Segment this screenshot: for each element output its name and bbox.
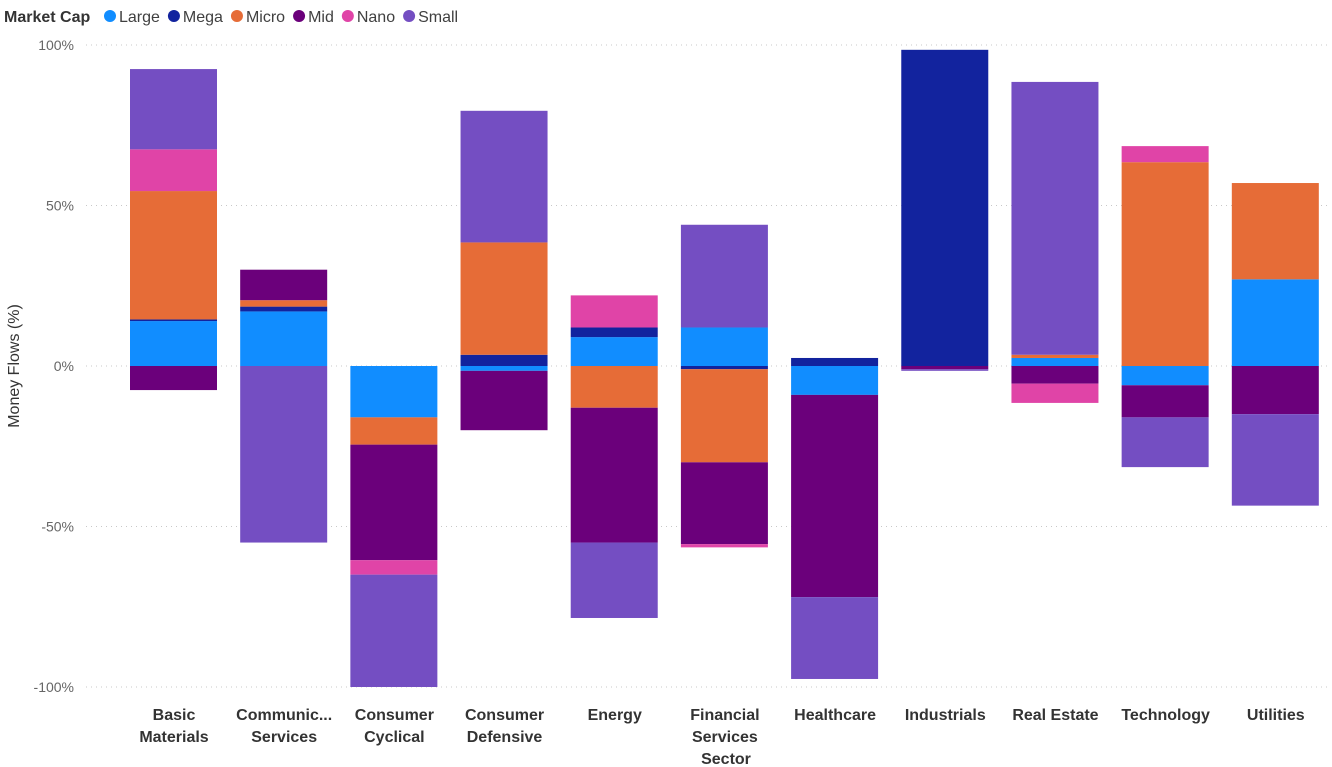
bar-segment-mid[interactable]	[680, 462, 768, 545]
bar-segment-micro[interactable]	[130, 191, 217, 320]
bar-segment-mid[interactable]	[1011, 366, 1099, 384]
bar-segment-micro[interactable]	[1231, 183, 1319, 280]
bar-segment-micro[interactable]	[1011, 354, 1099, 358]
bar-segment-nano[interactable]	[570, 295, 658, 328]
bar-segment-small[interactable]	[901, 369, 989, 371]
bar-segment-mid[interactable]	[570, 407, 658, 543]
bar-segment-micro[interactable]	[570, 366, 658, 408]
legend-label-small[interactable]: Small	[418, 9, 458, 26]
bar-segment-micro[interactable]	[350, 417, 438, 445]
legend-marker-micro[interactable]	[230, 10, 243, 22]
y-axis-ticks: 100% 50% 0% -50% -100%	[34, 37, 74, 695]
bar-segment-nano[interactable]	[1011, 383, 1099, 403]
x-category-label: Industrials	[905, 707, 986, 724]
bar-segment-small[interactable]	[130, 69, 217, 150]
bar-segment-mid[interactable]	[901, 366, 989, 370]
bar-segment-mid[interactable]	[1121, 385, 1209, 418]
bar-segment-small[interactable]	[570, 542, 658, 618]
x-axis-categories: Basic Materials Communic... Services Consume…	[139, 707, 1304, 746]
bar-segment-nano[interactable]	[680, 544, 768, 548]
bar-segment-mid[interactable]	[1231, 366, 1319, 415]
bar-segment-small[interactable]	[1121, 417, 1209, 468]
legend-label-mega[interactable]: Mega	[183, 9, 223, 26]
bar-segment-large[interactable]	[1121, 366, 1209, 386]
bar-segment-large[interactable]	[1011, 357, 1099, 366]
bar-segment-small[interactable]	[460, 110, 548, 243]
bar-segment-mega[interactable]	[570, 327, 658, 338]
x-category-label: Real Estate	[1012, 707, 1098, 724]
x-category-label: Financial Services	[690, 707, 759, 746]
y-tick-label: -100%	[34, 679, 74, 695]
bar-segment-small[interactable]	[791, 597, 879, 679]
bar-segment-mega[interactable]	[240, 306, 328, 312]
bar-segment-small[interactable]	[1231, 414, 1319, 506]
bar-segment-mega[interactable]	[130, 319, 217, 322]
legend-label-micro[interactable]: Micro	[246, 9, 285, 26]
y-tick-label: 0%	[54, 358, 74, 374]
bar-segment-mega[interactable]	[791, 357, 879, 366]
legend-label-mid[interactable]: Mid	[308, 9, 334, 26]
bar-segment-small[interactable]	[350, 574, 438, 687]
bar-segment-small[interactable]	[240, 366, 328, 543]
legend-label-large[interactable]: Large	[119, 9, 160, 26]
bar-segment-large[interactable]	[791, 366, 879, 395]
y-tick-label: 100%	[38, 37, 74, 53]
x-axis-title: Sector	[701, 751, 751, 767]
bar-segment-large[interactable]	[1231, 279, 1319, 366]
bar-segment-nano[interactable]	[350, 560, 438, 575]
bar-segment-micro[interactable]	[240, 300, 328, 307]
legend-marker-mega[interactable]	[167, 10, 180, 22]
x-category-label: Technology	[1121, 707, 1210, 724]
legend: Market Cap Large Mega Micro Mid Nano Small	[4, 9, 458, 26]
bar-segment-micro[interactable]	[460, 242, 548, 355]
bar-segment-mid[interactable]	[350, 444, 438, 561]
bar-segment-large[interactable]	[130, 321, 217, 366]
bar-segment-micro[interactable]	[680, 369, 768, 463]
bar-segment-mega[interactable]	[901, 49, 989, 366]
legend-marker-nano[interactable]	[341, 10, 354, 22]
legend-marker-large[interactable]	[104, 10, 116, 22]
bar-segment-micro[interactable]	[1121, 162, 1209, 366]
bar-segment-large[interactable]	[350, 366, 438, 418]
y-tick-label: 50%	[46, 198, 74, 214]
bar-segment-nano[interactable]	[130, 149, 217, 192]
bar-segment-nano[interactable]	[1121, 146, 1209, 163]
x-category-label: Communic... Services	[236, 707, 332, 746]
bar-segment-large[interactable]	[570, 337, 658, 366]
bar-segment-mid[interactable]	[240, 269, 328, 301]
legend-marker-mid[interactable]	[293, 10, 306, 22]
bar-segment-mid[interactable]	[460, 370, 548, 431]
bar-segment-small[interactable]	[680, 224, 768, 328]
legend-marker-small[interactable]	[403, 10, 416, 22]
bar-segment-large[interactable]	[460, 366, 548, 371]
y-tick-label: -50%	[41, 519, 74, 535]
x-category-label: Consumer Defensive	[465, 707, 544, 746]
x-category-label: Utilities	[1247, 707, 1305, 724]
bar-segment-mid[interactable]	[791, 394, 879, 598]
x-category-label: Healthcare	[794, 707, 876, 724]
legend-label-nano[interactable]: Nano	[357, 9, 395, 26]
x-category-label: Basic Materials	[139, 707, 208, 746]
bar-segment-small[interactable]	[1011, 81, 1099, 355]
bar-segment-large[interactable]	[240, 311, 328, 366]
bar-segment-mega[interactable]	[460, 354, 548, 366]
x-category-label: Energy	[588, 707, 642, 724]
bar-segment-mega[interactable]	[680, 366, 768, 370]
bars	[130, 49, 1319, 687]
y-axis-title: Money Flows (%)	[6, 304, 23, 428]
legend-title: Market Cap	[4, 9, 90, 26]
bar-segment-large[interactable]	[680, 327, 768, 366]
bar-segment-mid[interactable]	[130, 366, 217, 391]
x-category-label: Consumer Cyclical	[355, 707, 434, 746]
